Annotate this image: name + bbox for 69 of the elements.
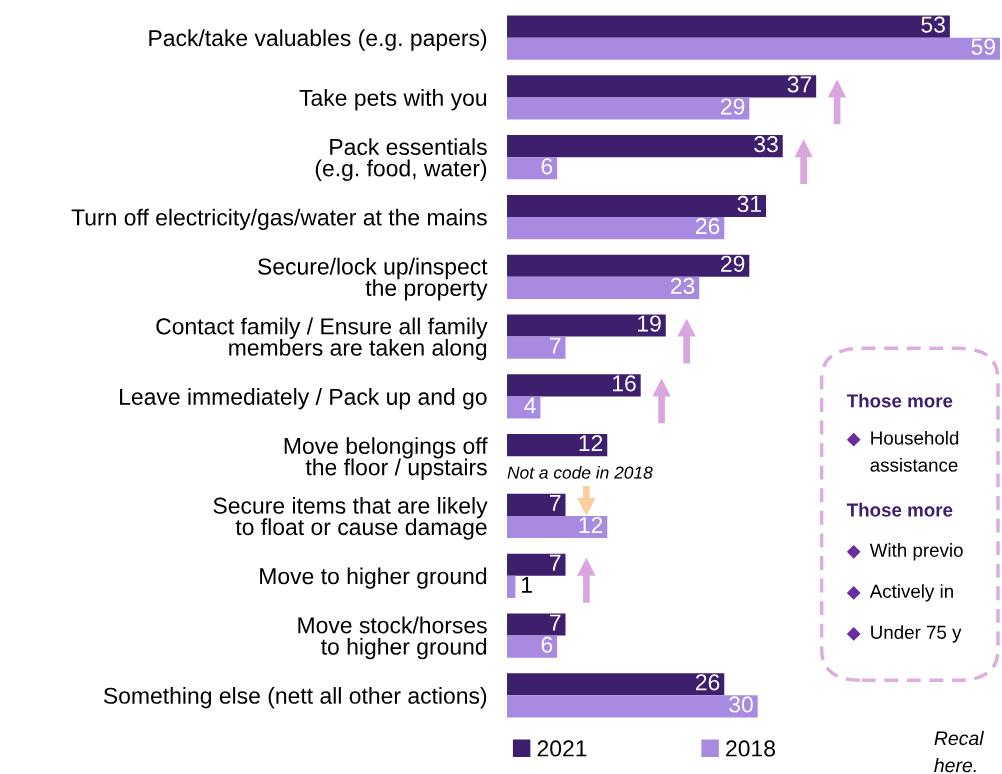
data-label: 16 — [613, 375, 636, 392]
bar — [507, 515, 608, 539]
y-tick-label: Move stock/horses to higher ground — [298, 616, 487, 660]
bar — [507, 635, 558, 658]
data-label: 7 — [549, 614, 561, 631]
data-label: 7 — [549, 554, 561, 571]
data-label: 23 — [670, 277, 695, 295]
data-label: 29 — [721, 98, 745, 115]
bar — [507, 75, 817, 98]
data-label: 6 — [541, 636, 553, 653]
y-tick-label: Pack essentials (e.g. food, water) — [315, 138, 487, 181]
bar — [507, 613, 566, 636]
bar — [507, 695, 758, 718]
annotation: Those more — [846, 393, 953, 408]
y-tick-label: Turn off electricity/gas/water at the mains — [71, 208, 487, 231]
data-label: 30 — [729, 696, 753, 713]
bar — [507, 396, 541, 419]
data-label: 1 — [522, 576, 532, 593]
data-label: 29 — [721, 255, 745, 272]
annotation: Not a code in 2018 — [507, 466, 653, 479]
bar — [507, 254, 750, 277]
y-tick-label: Contact family / Ensure all family members are taken along — [156, 317, 488, 361]
annotation: Under 75 y — [871, 625, 962, 643]
text: here. — [934, 757, 976, 773]
data-label: 12 — [579, 435, 603, 452]
annotation: Those more — [846, 502, 953, 517]
y-tick-label: Move belongings off the floor / upstairs — [284, 437, 488, 480]
data-label: 37 — [787, 76, 812, 93]
bar — [507, 314, 666, 337]
y-tick-label: Leave immediately / Pack up and go — [120, 388, 487, 410]
y-tick-label: Move to higher ground — [260, 567, 487, 589]
y-tick-label: Something else (nett all other actions) — [103, 687, 487, 709]
data-label: 7 — [549, 337, 561, 354]
bar — [507, 194, 767, 218]
data-label: 53 — [921, 16, 945, 33]
bar — [507, 493, 566, 516]
data-label: 19 — [638, 315, 661, 332]
bar — [507, 336, 566, 359]
data-label: 26 — [695, 218, 720, 235]
legend-label: 2021 — [537, 740, 587, 757]
y-tick-label: Pack/take valuables (e.g. papers) — [149, 29, 487, 51]
bar — [507, 135, 783, 158]
bar — [507, 217, 725, 240]
bar — [507, 374, 641, 397]
bar — [507, 97, 750, 120]
y-tick-label: Take pets with you — [299, 89, 487, 111]
data-label: 26 — [695, 674, 720, 691]
data-label: 59 — [971, 38, 995, 55]
data-label: 4 — [524, 397, 536, 414]
bar — [507, 37, 1000, 60]
annotation: With previo — [869, 543, 963, 561]
annotation: Actively in — [869, 584, 953, 602]
data-label: 31 — [737, 195, 761, 213]
y-tick-label: Secure/lock up/inspect the property — [258, 257, 488, 301]
bar — [507, 553, 566, 576]
bar — [507, 673, 725, 696]
data-label: 6 — [541, 158, 553, 175]
data-label: 7 — [549, 495, 561, 511]
text: Recal — [934, 730, 985, 746]
bar — [507, 276, 700, 299]
data-label: 33 — [754, 136, 778, 153]
annotation: assistance — [870, 457, 958, 472]
bar — [507, 15, 950, 38]
bar — [507, 434, 608, 457]
legend-label: 2018 — [726, 740, 775, 757]
bar — [507, 157, 558, 180]
annotation: Household — [871, 430, 959, 445]
data-label: 12 — [579, 516, 603, 533]
y-tick-label: Secure items that are likely to float or cause damage — [213, 496, 488, 540]
